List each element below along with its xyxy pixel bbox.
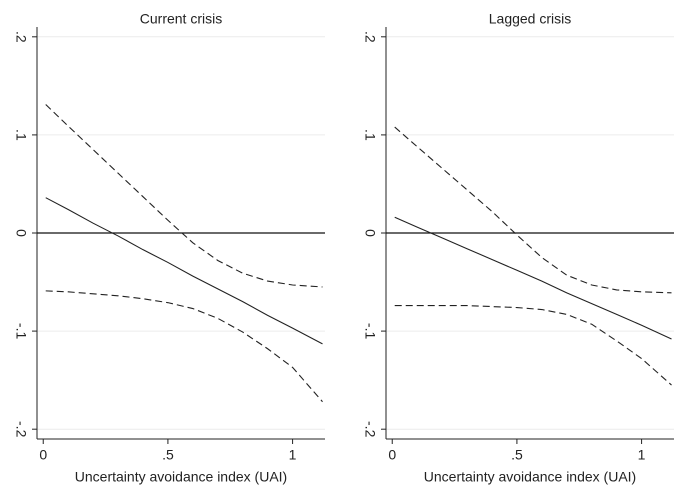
- series-line: [45, 197, 323, 345]
- y-tick-label: .2: [362, 31, 378, 43]
- x-tick-label: 0: [388, 447, 396, 463]
- y-tick-label: -.2: [362, 421, 378, 438]
- y-tick-label: .2: [13, 31, 29, 43]
- y-tick-label: -.1: [13, 323, 29, 340]
- y-tick-label: -.1: [362, 323, 378, 340]
- series-line: [394, 216, 672, 340]
- x-tick-label: 1: [638, 447, 646, 463]
- x-tick-label: .5: [511, 447, 523, 463]
- x-tick-label: 0: [39, 447, 47, 463]
- series-line: [45, 104, 323, 288]
- x-axis-label: Uncertainty avoidance index (UAI): [75, 469, 287, 485]
- y-tick-label: -.2: [13, 421, 29, 438]
- y-tick-label: 0: [362, 229, 378, 237]
- y-tick-label: 0: [13, 229, 29, 237]
- panel-title: Lagged crisis: [489, 11, 572, 27]
- series-line: [394, 126, 672, 294]
- series-line: [45, 290, 323, 403]
- x-axis-label: Uncertainty avoidance index (UAI): [424, 469, 636, 485]
- x-tick-label: .5: [162, 447, 174, 463]
- y-tick-label: .1: [362, 129, 378, 141]
- panel-title: Current crisis: [140, 11, 222, 27]
- series-line: [394, 305, 672, 386]
- x-tick-label: 1: [289, 447, 297, 463]
- y-tick-label: .1: [13, 129, 29, 141]
